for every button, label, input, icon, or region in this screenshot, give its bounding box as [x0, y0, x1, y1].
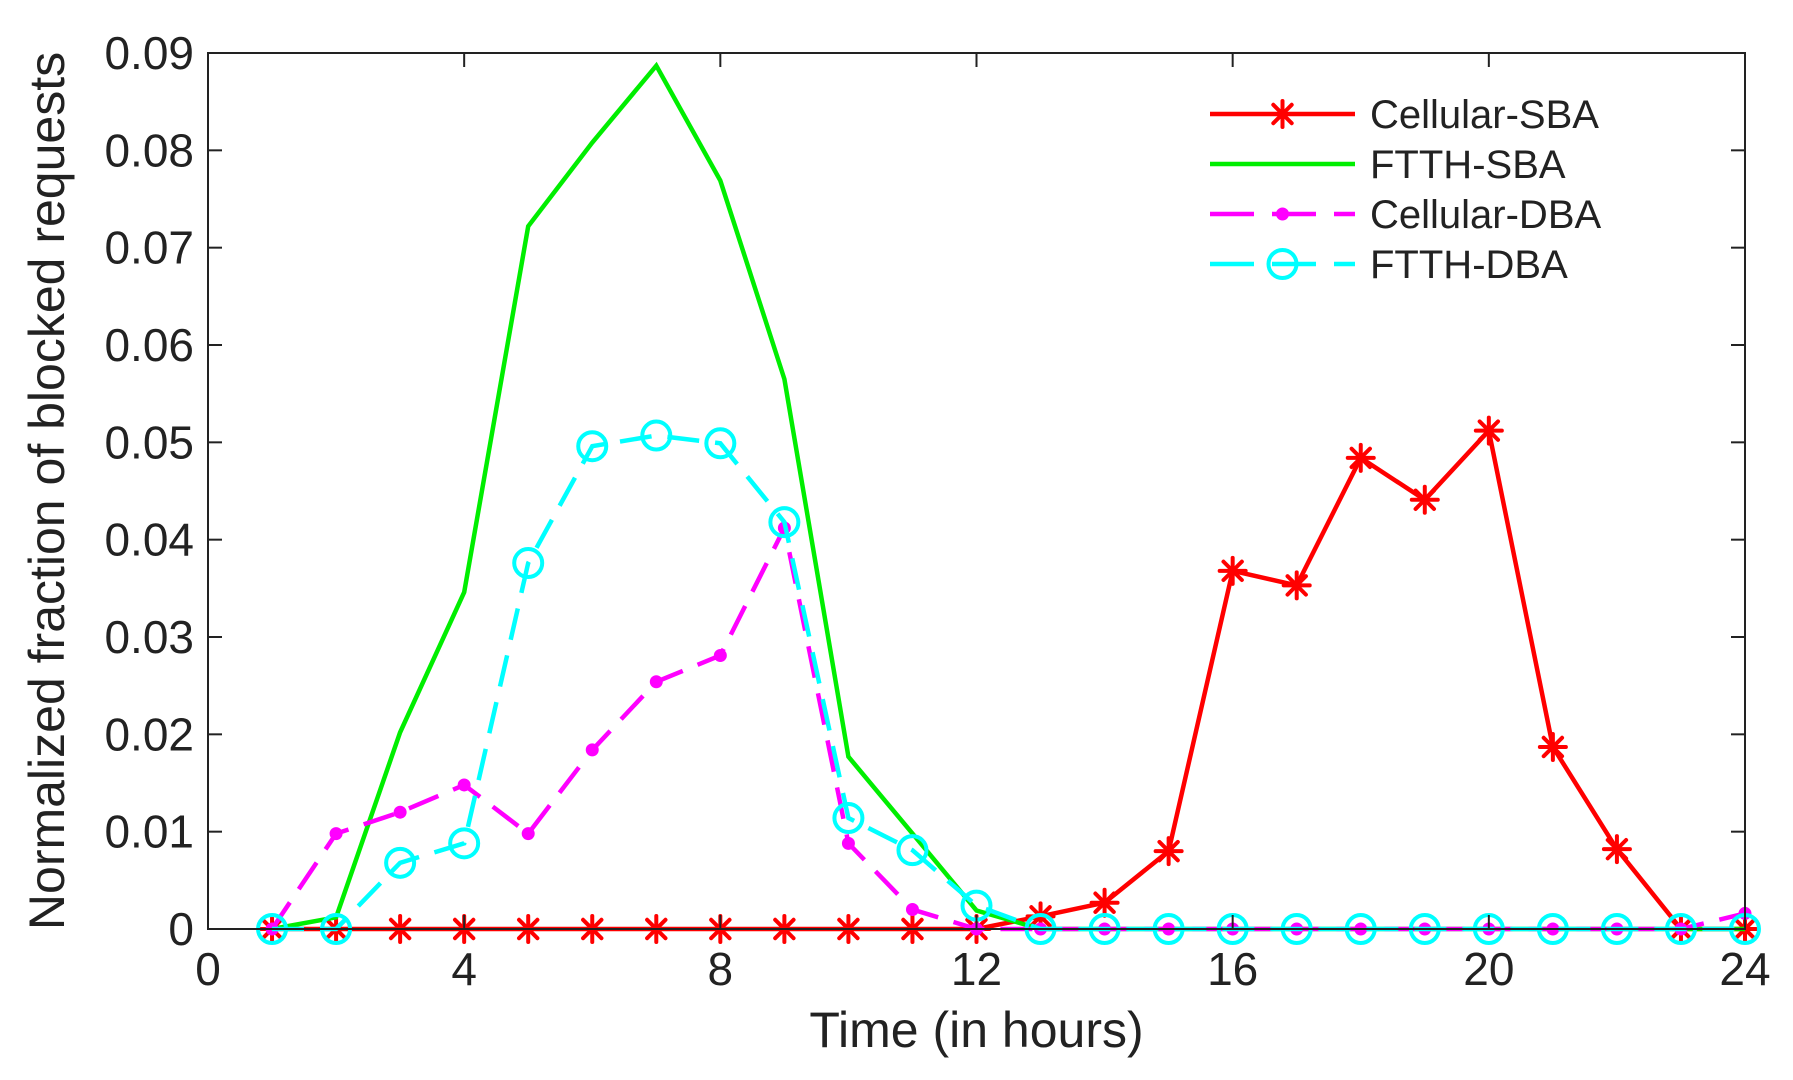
y-tick-label: 0.04 [104, 514, 194, 566]
x-tick-label: 20 [1463, 943, 1514, 995]
x-axis-title: Time (in hours) [809, 1002, 1143, 1058]
ftth-dba-point [640, 419, 673, 452]
y-axis: 0 0.01 0.02 0.03 0.04 0.05 0.06 0.07 0.08 0.09 [104, 27, 1745, 955]
x-tick-label: 4 [451, 943, 477, 995]
y-tick-label: 0.02 [104, 708, 194, 760]
cellular-dba-point [649, 675, 663, 689]
ftth-dba-point [704, 427, 737, 460]
legend-item-ftth-dba: FTTH-DBA [1210, 243, 1568, 287]
cellular-dba-line [270, 521, 1746, 932]
ftth-dba-point [832, 802, 865, 835]
cellular-sba-point [1153, 836, 1184, 867]
y-tick-label: 0.09 [104, 27, 194, 79]
y-axis-title: Normalized fraction of blocked requests [19, 52, 75, 930]
ftth-dba-point [768, 506, 801, 539]
ftth-dba-line [272, 433, 1745, 932]
y-tick-label: 0.05 [104, 416, 194, 468]
x-tick-label: 0 [195, 943, 221, 995]
y-tick-label: 0.08 [104, 124, 194, 176]
y-tick-label: 0 [168, 903, 194, 955]
legend-label: Cellular-DBA [1370, 193, 1601, 237]
cellular-sba-point [1537, 731, 1568, 762]
x-tick-label: 12 [951, 943, 1002, 995]
y-tick-label: 0.07 [104, 222, 194, 274]
x-tick-label: 8 [708, 943, 734, 995]
y-tick-label: 0.06 [104, 319, 194, 371]
legend-label: FTTH-DBA [1370, 243, 1568, 287]
y-tick-label: 0.03 [104, 611, 194, 663]
ftth-dba-point [448, 827, 481, 860]
cellular-dba-point [905, 903, 919, 917]
legend-label: Cellular-SBA [1370, 93, 1599, 137]
x-tick-label: 24 [1719, 943, 1770, 995]
legend-cellular-dba-point [1276, 207, 1289, 221]
cellular-sba-point [1473, 415, 1504, 446]
x-axis: 0 4 8 12 16 20 24 [195, 53, 1771, 995]
cellular-sba-point [1089, 887, 1120, 918]
legend: Cellular-SBA FTTH-SBA Cellular-DBA FTTH-DBA [1210, 93, 1601, 287]
cellular-dba-point [457, 778, 471, 792]
cellular-sba-point [1345, 442, 1376, 473]
cellular-sba-point [1601, 834, 1632, 865]
cellular-sba-point [1409, 484, 1440, 515]
cellular-sba-line [272, 425, 1745, 932]
ftth-dba-point [512, 547, 545, 580]
legend-item-cellular-dba: Cellular-DBA [1210, 193, 1601, 237]
cellular-dba-point [585, 743, 599, 757]
cellular-dba-point [393, 805, 407, 819]
cellular-dba-point [841, 836, 855, 850]
series-cellular-sba [257, 415, 1760, 944]
cellular-sba-point [1217, 555, 1248, 586]
x-tick-label: 16 [1207, 943, 1258, 995]
cellular-sba-point [1281, 570, 1312, 601]
legend-item-cellular-sba: Cellular-SBA [1210, 93, 1599, 137]
ftth-dba-point [384, 846, 417, 879]
cellular-dba-point [521, 827, 535, 841]
cellular-dba-point [329, 827, 343, 841]
legend-label: FTTH-SBA [1370, 143, 1566, 187]
series-ftth-dba [256, 419, 1761, 945]
ftth-dba-point [896, 834, 929, 867]
cellular-dba-point [713, 648, 727, 662]
legend-ftth-dba-point [1266, 248, 1299, 280]
legend-cellular-sba-point [1267, 99, 1298, 129]
ftth-dba-point [576, 430, 609, 463]
legend-item-ftth-sba: FTTH-SBA [1210, 143, 1566, 187]
y-tick-label: 0.01 [104, 806, 194, 858]
